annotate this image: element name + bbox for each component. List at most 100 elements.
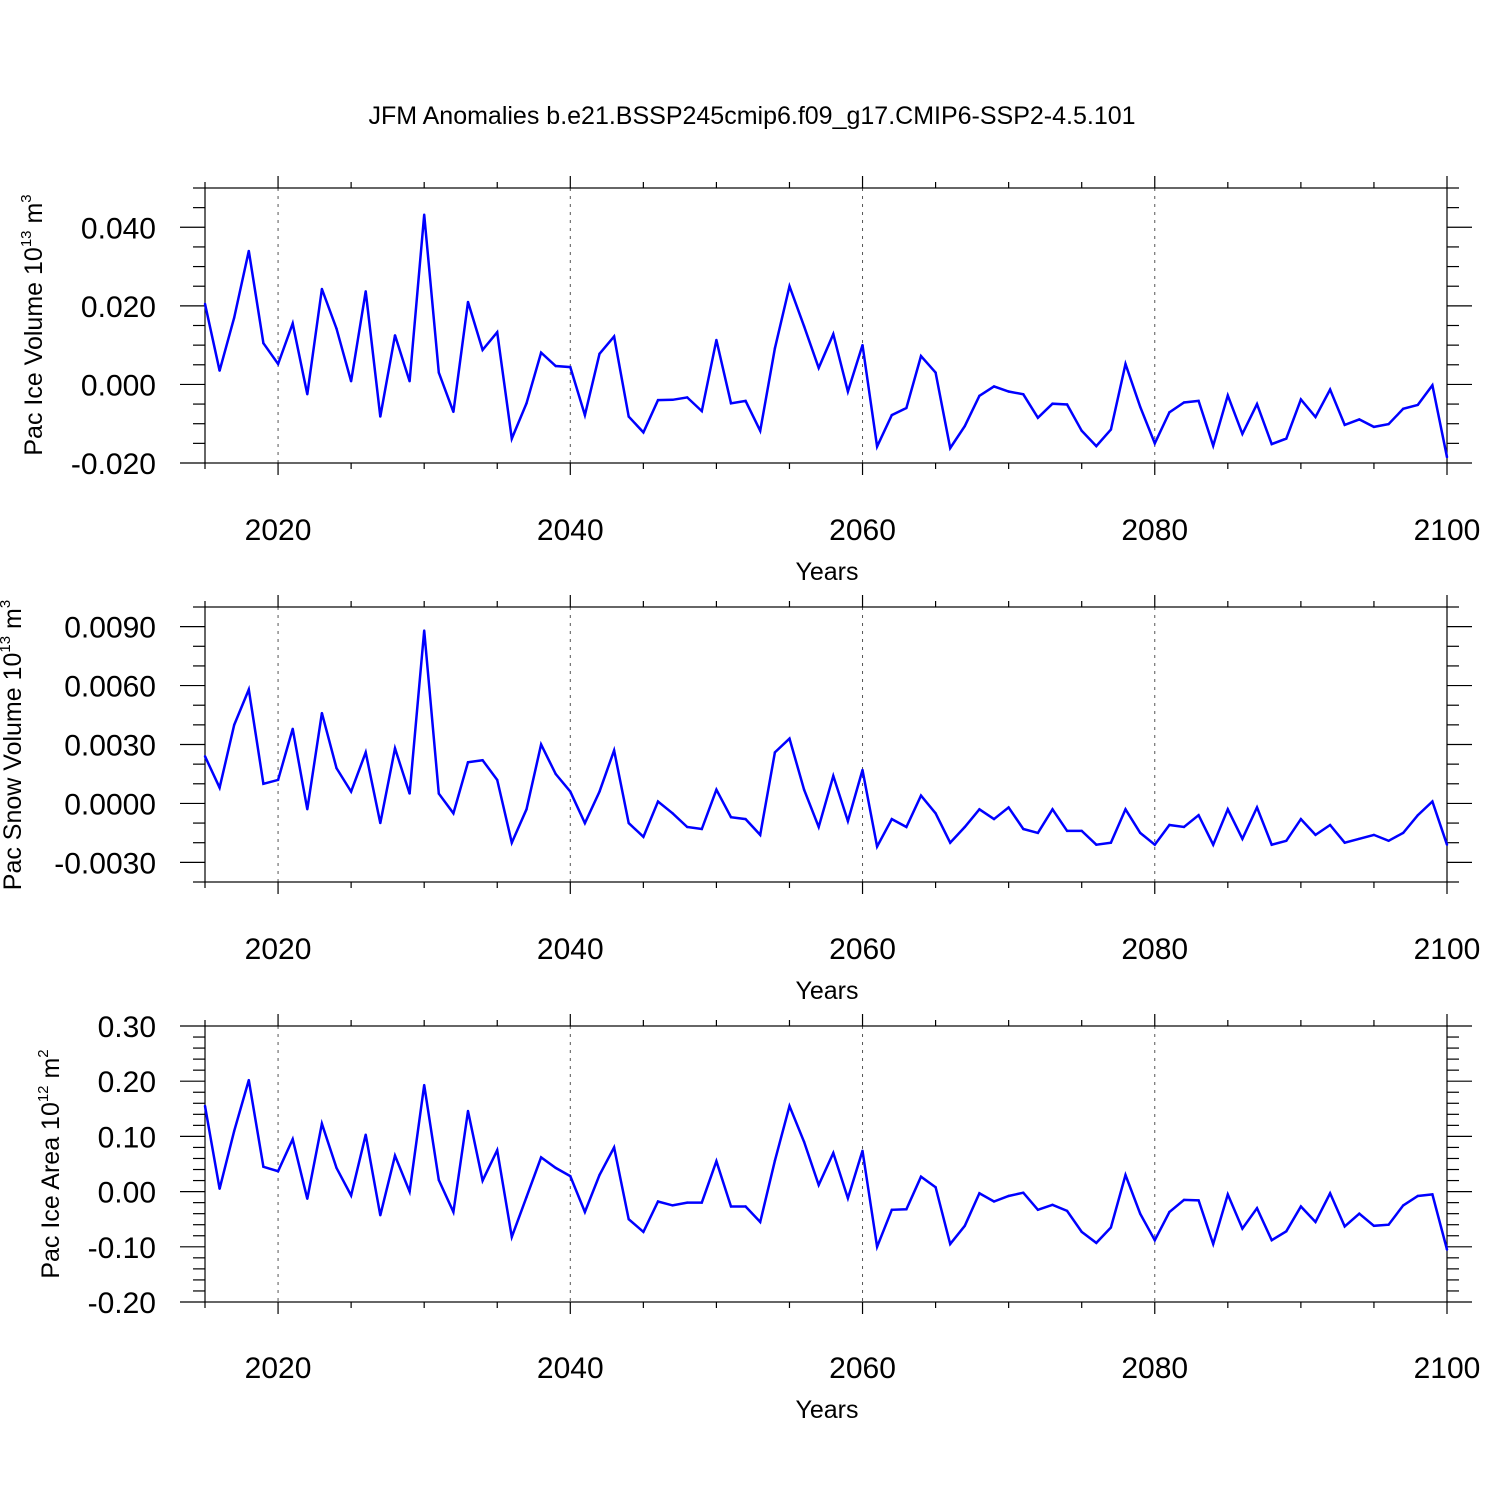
ice-area-data-point (203, 1104, 207, 1108)
snow-volume-data-point (919, 794, 923, 797)
ice-area-x-axis-label: Years (795, 1396, 858, 1424)
snow-volume-x-tick-label: 2020 (245, 933, 312, 966)
ice-volume-grid (277, 188, 1156, 463)
ice-area-y-tick-label: 0.30 (98, 1011, 156, 1044)
snow-volume-data-point (1255, 806, 1259, 809)
ice-area-data-point (773, 1159, 777, 1162)
snow-volume-data-point (1402, 831, 1405, 835)
ice-volume-data-points (203, 213, 1449, 459)
ice-area-data-point (1431, 1193, 1434, 1196)
snow-volume-data-point (949, 841, 952, 844)
ice-area-plot-frame (204, 1025, 1448, 1303)
ice-area-data-point (802, 1140, 806, 1144)
snow-volume-data-point (1139, 831, 1142, 835)
ice-area-data-point (1416, 1194, 1420, 1198)
snow-volume-data-point (1022, 827, 1025, 831)
ice-volume-data-point (393, 334, 397, 337)
ice-area-data-point (1168, 1210, 1171, 1214)
ice-volume-data-point (1431, 384, 1434, 387)
snow-volume-data-point (408, 792, 411, 795)
snow-volume-data-point (627, 821, 630, 825)
snow-volume-data-point (1226, 808, 1230, 811)
ice-volume-data-point (452, 410, 455, 414)
snow-volume-data-point (612, 749, 616, 752)
ice-area-y-axis-label-text: Pac Ice Area 10 (37, 1102, 65, 1279)
ice-volume-data-point (627, 415, 630, 418)
ice-area-data-point (861, 1149, 864, 1153)
ice-area-data-point (393, 1154, 397, 1157)
snow-volume-x-axis-label: Years (795, 977, 858, 1005)
ice-area-data-point (408, 1190, 411, 1193)
ice-area-x-tick-label: 2020 (245, 1352, 312, 1385)
snow-volume-data-point (1372, 833, 1376, 837)
ice-volume-panel: -0.020 0.000 0.020 0.040 2020 2040 2060 2080 21… (18, 176, 1480, 586)
snow-volume-data-point (1109, 841, 1113, 844)
ice-volume-data-point (642, 431, 645, 434)
ice-volume-data-point (569, 365, 572, 369)
snow-volume-data-point (233, 723, 236, 727)
ice-volume-data-point (934, 371, 937, 374)
snow-volume-data-point (656, 800, 660, 803)
ice-volume-y-axis-label-unit-exponent: 3 (18, 194, 35, 202)
ice-area-y-axis-label: Pac Ice Area 1012 m2 (35, 1049, 65, 1278)
ice-volume-data-point (437, 371, 440, 374)
snow-volume-data-point (1445, 843, 1449, 846)
ice-area-x-tick-label: 2100 (1414, 1352, 1481, 1385)
ice-area-data-point (1285, 1230, 1288, 1233)
ice-volume-data-point (598, 352, 601, 355)
snow-volume-ticks (180, 595, 1472, 894)
ice-area-data-point (320, 1122, 324, 1125)
snow-volume-data-point (1387, 839, 1390, 842)
ice-volume-y-tick-labels: -0.020 0.000 0.020 0.040 (71, 212, 156, 481)
ice-volume-x-tick-label: 2100 (1414, 514, 1481, 547)
ice-area-data-point (466, 1109, 470, 1113)
snow-volume-data-point (715, 788, 718, 791)
snow-volume-data-point (700, 827, 703, 831)
ice-area-y-axis-label-exponent: 12 (35, 1085, 52, 1102)
ice-volume-data-point (1343, 423, 1346, 427)
ice-area-data-point (612, 1146, 616, 1149)
snow-volume-y-axis-label-unit-exponent: 3 (0, 600, 14, 608)
ice-volume-y-tick-label: 0.000 (81, 369, 156, 402)
ice-area-data-point (1007, 1194, 1010, 1198)
snow-volume-data-point (218, 786, 221, 789)
ice-area-data-point (700, 1201, 703, 1204)
snow-volume-data-point (1007, 806, 1010, 809)
ice-area-data-point (1197, 1199, 1200, 1202)
ice-area-data-point (992, 1200, 996, 1203)
ice-volume-data-point (1387, 422, 1390, 426)
ice-area-data-point (1226, 1193, 1230, 1196)
snow-volume-y-tick-label: 0.0000 (64, 788, 156, 821)
ice-area-data-point (525, 1195, 528, 1199)
snow-volume-data-point (423, 629, 426, 632)
ice-area-y-tick-label: 0.10 (98, 1121, 156, 1154)
ice-area-data-point (1402, 1204, 1405, 1207)
snow-volume-x-tick-label: 2040 (537, 933, 604, 966)
snow-volume-data-point (1051, 808, 1054, 811)
ice-area-data-point (1445, 1248, 1449, 1251)
ice-volume-data-point (1402, 407, 1405, 410)
ice-volume-data-point (671, 398, 674, 401)
ice-volume-data-point (1328, 388, 1332, 391)
ice-area-data-point (1270, 1239, 1273, 1242)
snow-volume-data-point (788, 737, 791, 740)
ice-volume-data-point (1445, 455, 1449, 459)
ice-volume-data-point (583, 413, 587, 417)
ice-volume-data-point (554, 364, 557, 368)
ice-volume-data-point (496, 331, 499, 334)
ice-volume-data-point (539, 351, 543, 354)
ice-volume-data-point (1197, 399, 1200, 403)
ice-area-data-point (1095, 1241, 1098, 1245)
ice-area-data-point (963, 1224, 966, 1228)
ice-volume-x-tick-label: 2020 (245, 514, 312, 547)
ice-area-data-point (1109, 1226, 1113, 1229)
ice-volume-data-point (408, 380, 411, 383)
ice-area-data-point (1051, 1203, 1054, 1207)
ice-area-data-point (744, 1205, 747, 1208)
ice-volume-data-point (832, 332, 835, 336)
snow-volume-data-point (978, 808, 981, 811)
snow-volume-data-point (817, 825, 820, 829)
ice-volume-data-point (233, 316, 236, 319)
ice-volume-data-point (846, 390, 850, 393)
snow-volume-y-axis-label: Pac Snow Volume 1013 m3 (0, 600, 27, 890)
